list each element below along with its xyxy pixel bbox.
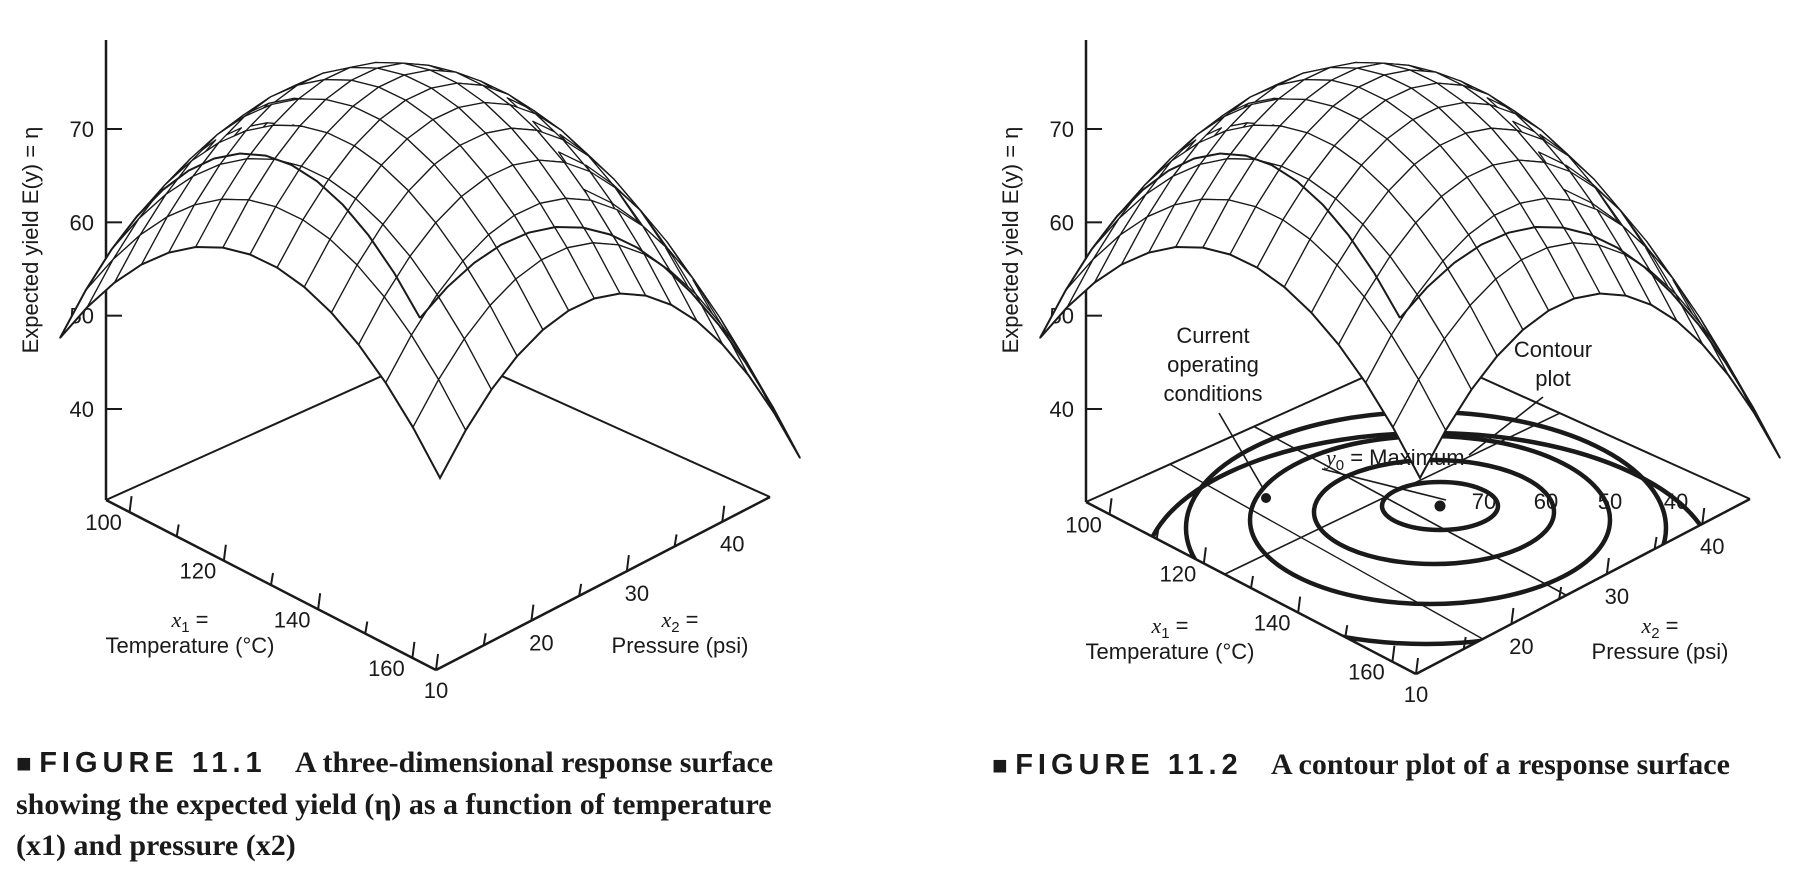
x2-tick-mark [1510,607,1515,625]
z-tick-label: 60 [1050,210,1074,235]
x2-tick-mark [1605,557,1610,575]
floor-grid-line [1169,463,1484,640]
x2-tick-label: 20 [1509,634,1533,659]
x2-minor-tick [482,633,487,646]
x1-axis-symbol: x1 = [170,607,208,636]
x2-tick-label: 40 [1700,534,1724,559]
current-conditions-label: conditions [1163,381,1262,406]
x2-tick-mark [625,555,630,572]
x2-tick-mark [435,653,439,671]
x1-tick-mark [411,641,416,658]
z-tick-label: 70 [70,117,94,142]
x1-axis-symbol: x1 = [1150,613,1188,642]
z-tick-label: 70 [1050,117,1074,142]
x1-tick-label: 120 [1159,561,1196,586]
contour-plot-label: plot [1535,366,1570,391]
maximum-point [1434,500,1446,512]
current-operating-point [1261,493,1271,503]
x1-tick-mark [222,544,227,561]
x2-tick-label: 40 [720,532,744,557]
x1-tick-mark [317,593,322,610]
x1-axis-name: Temperature (°C) [106,633,275,658]
x2-tick-label: 10 [1404,682,1428,707]
figure-11-2-caption: ■ FIGURE 11.2 A contour plot of a respon… [992,744,1782,786]
current-conditions-arrow [1218,412,1265,491]
x1-tick-label: 100 [85,510,122,535]
x2-axis-name: Pressure (psi) [1592,639,1729,664]
floor-grid-line [1253,425,1567,596]
x1-tick-label: 160 [1348,660,1385,685]
response-surface-mesh [1039,61,1781,481]
x2-tick-mark [530,604,535,621]
figure-11-2-number: FIGURE 11.2 [1015,749,1243,781]
surface-boundary [1039,152,1781,481]
z-tick-label: 40 [70,397,94,422]
x1-minor-tick [270,572,274,586]
figure-11-2-text: A contour plot of a response surface [1271,748,1730,781]
x2-tick-mark [721,505,726,522]
x1-tick-mark [1391,645,1396,662]
x2-tick-mark [1415,657,1419,675]
x2-axis-symbol: x2 = [660,607,698,636]
x1-tick-label: 140 [274,607,311,632]
x1-tick-label: 120 [179,559,216,584]
current-conditions-label: operating [1167,352,1259,377]
z-axis-label: Expected yield E(y) = η [998,127,1023,354]
x1-tick-mark [128,496,133,513]
x2-minor-tick [673,534,678,547]
contour-plot-arrow [1468,396,1544,456]
x1-tick-mark [1202,547,1207,564]
x2-axis-line [1415,497,1751,676]
x1-tick-mark [1108,498,1113,515]
figure-11-1-number: FIGURE 11.1 [39,747,267,779]
x1-minor-tick [1250,575,1254,589]
x1-tick-mark [1297,596,1302,613]
contour-line-70 [1379,479,1501,533]
x2-axis-line [435,495,771,672]
x1-tick-label: 100 [1065,512,1102,537]
contour-level-label: 70 [1472,489,1496,514]
maximum-arrow [1321,468,1447,501]
contour-level-label: 40 [1664,489,1688,514]
surface-boundary [59,152,801,481]
contour-plot-panel: 40 50 60 70 Expected yield E(y) = η 100 120 140… [998,40,1781,707]
x2-tick-label: 30 [1605,584,1629,609]
contour-level-label: 60 [1534,489,1558,514]
current-conditions-label: Current [1176,323,1249,348]
z-tick-label: 60 [70,210,94,235]
x1-axis-name: Temperature (°C) [1086,639,1255,664]
x2-axis-name: Pressure (psi) [612,633,749,658]
x2-tick-label: 30 [625,581,649,606]
x2-minor-tick [1558,586,1563,600]
maximum-label: y0 = Maximum [1324,445,1465,474]
x2-minor-tick [1653,536,1658,550]
z-tick-label: 40 [1050,397,1074,422]
z-axis-label: Expected yield E(y) = η [18,127,43,354]
contour-plot-label: Contour [1514,337,1592,362]
caption-bullet-1: ■ [16,748,32,778]
contour-level-label: 50 [1598,489,1622,514]
x2-tick-mark [1701,507,1706,525]
x2-tick-label: 20 [529,631,553,656]
response-surface-mesh [59,61,801,481]
x1-minor-tick [175,524,180,537]
x1-tick-label: 160 [368,656,405,681]
x2-minor-tick [578,583,583,597]
figure-11-1-text: A three-dimensional response surface sho… [16,746,774,862]
x1-minor-tick [364,621,369,634]
x2-axis-symbol: x2 = [1640,613,1678,642]
caption-bullet-2: ■ [992,750,1008,780]
x1-tick-label: 140 [1254,611,1291,636]
contour-line-60 [1311,457,1557,567]
figure-11-1-caption: ■ FIGURE 11.1 A three-dimensional respon… [16,742,776,866]
x2-tick-label: 10 [424,678,448,703]
